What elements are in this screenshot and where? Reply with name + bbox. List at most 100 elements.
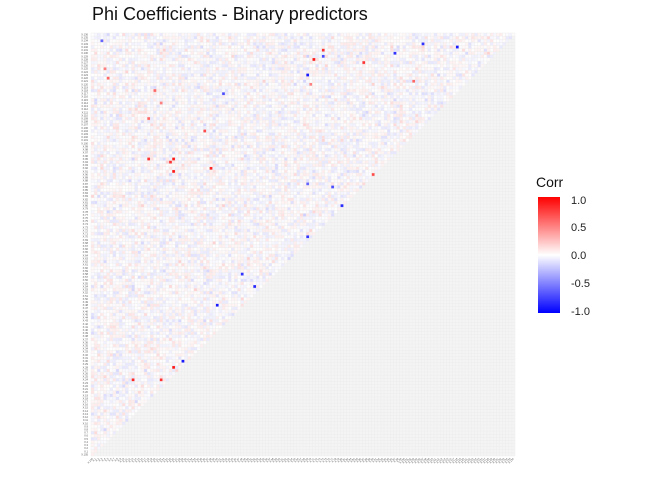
- heatmap-cell: [178, 269, 182, 273]
- heatmap-cell: [265, 238, 269, 242]
- heatmap-cell: [119, 319, 123, 323]
- heatmap-cell: [200, 260, 204, 264]
- heatmap-cell: [268, 225, 272, 229]
- heatmap-cell: [187, 297, 191, 301]
- heatmap-cell: [250, 250, 254, 254]
- heatmap-cell: [131, 269, 135, 273]
- heatmap-cell: [197, 325, 201, 329]
- heatmap-cell: [240, 244, 244, 248]
- heatmap-cell: [162, 197, 166, 202]
- heatmap-cell: [231, 185, 235, 189]
- heatmap-cell: [312, 166, 316, 170]
- heatmap-cell: [144, 154, 148, 158]
- heatmap-cell: [172, 312, 176, 317]
- heatmap-cell: [324, 151, 328, 155]
- heatmap-cell: [103, 151, 107, 155]
- heatmap-cell: [312, 197, 316, 202]
- heatmap-cell: [334, 176, 338, 180]
- heatmap-cell: [184, 172, 188, 177]
- heatmap-cell: [203, 337, 207, 341]
- heatmap-cell: [278, 250, 282, 254]
- heatmap-cell: [172, 144, 176, 149]
- heatmap-cell: [293, 176, 297, 180]
- heatmap-cell: [181, 356, 185, 360]
- heatmap-cell: [327, 194, 332, 198]
- heatmap-cell: [106, 328, 110, 332]
- heatmap-cell: [340, 182, 344, 186]
- heatmap-cell: [259, 207, 263, 211]
- heatmap-cell: [94, 219, 98, 223]
- heatmap-cell: [125, 300, 129, 304]
- heatmap-cell: [340, 160, 344, 164]
- heatmap-cell: [168, 169, 173, 174]
- heatmap-cell: [153, 151, 157, 155]
- heatmap-cell: [281, 172, 285, 177]
- heatmap-cell: [144, 334, 148, 338]
- heatmap-cell: [178, 182, 182, 186]
- heatmap-cell: [115, 303, 120, 307]
- heatmap-cell: [190, 340, 194, 345]
- heatmap-cell: [131, 319, 135, 323]
- heatmap-cell: [168, 219, 173, 223]
- heatmap-cell: [281, 225, 285, 229]
- heatmap-cell: [281, 210, 285, 214]
- heatmap-cell: [147, 188, 151, 192]
- heatmap-cell: [109, 406, 113, 410]
- heatmap-cell: [91, 306, 95, 310]
- heatmap-cell: [119, 204, 123, 208]
- heatmap-cell: [134, 359, 138, 363]
- heatmap-cell: [234, 260, 238, 264]
- heatmap-cell: [306, 207, 310, 211]
- heatmap-cell: [206, 294, 210, 298]
- heatmap-cell: [299, 188, 304, 192]
- heatmap-cell: [115, 359, 120, 363]
- heatmap-cell: [178, 151, 182, 155]
- heatmap-cell: [346, 172, 350, 177]
- heatmap-cell: [243, 253, 247, 257]
- heatmap-cell: [346, 169, 350, 174]
- heatmap-cell: [162, 278, 166, 282]
- heatmap-cell: [119, 350, 123, 354]
- heatmap-cell: [293, 200, 297, 205]
- heatmap-cell: [331, 172, 335, 177]
- heatmap-cell: [172, 256, 176, 261]
- heatmap-cell: [147, 368, 151, 373]
- heatmap-cell: [162, 269, 166, 273]
- heatmap-cell: [197, 256, 201, 261]
- heatmap-cell: [100, 412, 104, 416]
- heatmap-cell: [281, 200, 285, 205]
- heatmap-cell: [140, 288, 145, 292]
- heatmap-cell: [253, 157, 257, 161]
- heatmap-cell: [215, 148, 219, 152]
- heatmap-cell: [231, 200, 235, 205]
- heatmap-cell: [128, 238, 132, 242]
- heatmap-cell: [103, 437, 107, 441]
- heatmap-cell: [265, 188, 269, 192]
- heatmap-cell: [380, 154, 385, 158]
- heatmap-cell: [156, 219, 160, 223]
- heatmap-cell: [225, 160, 229, 164]
- heatmap-cell: [91, 272, 95, 276]
- heatmap-cell: [150, 213, 154, 217]
- heatmap-cell: [206, 241, 210, 245]
- heatmap-cell: [122, 319, 126, 323]
- heatmap-cell: [190, 144, 194, 149]
- heatmap-cell: [131, 266, 135, 270]
- heatmap-cell: [109, 362, 113, 366]
- heatmap-cell: [153, 144, 157, 149]
- heatmap-cell: [172, 241, 176, 245]
- heatmap-cell: [147, 331, 151, 335]
- heatmap-cell: [106, 334, 110, 338]
- heatmap-cell: [284, 200, 288, 205]
- heatmap-cell: [175, 269, 179, 273]
- heatmap-cell: [271, 182, 275, 186]
- heatmap-cell: [140, 191, 145, 195]
- heatmap-cell: [165, 278, 169, 282]
- heatmap-cell: [181, 213, 185, 217]
- heatmap-cell: [172, 334, 176, 338]
- heatmap-cell: [122, 387, 126, 391]
- heatmap-cell: [218, 157, 222, 161]
- heatmap-cell: [212, 144, 216, 149]
- heatmap-cell: [119, 253, 123, 257]
- heatmap-cell: [181, 288, 185, 292]
